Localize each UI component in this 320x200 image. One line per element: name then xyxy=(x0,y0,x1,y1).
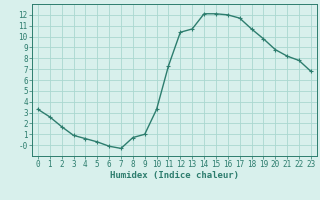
X-axis label: Humidex (Indice chaleur): Humidex (Indice chaleur) xyxy=(110,171,239,180)
